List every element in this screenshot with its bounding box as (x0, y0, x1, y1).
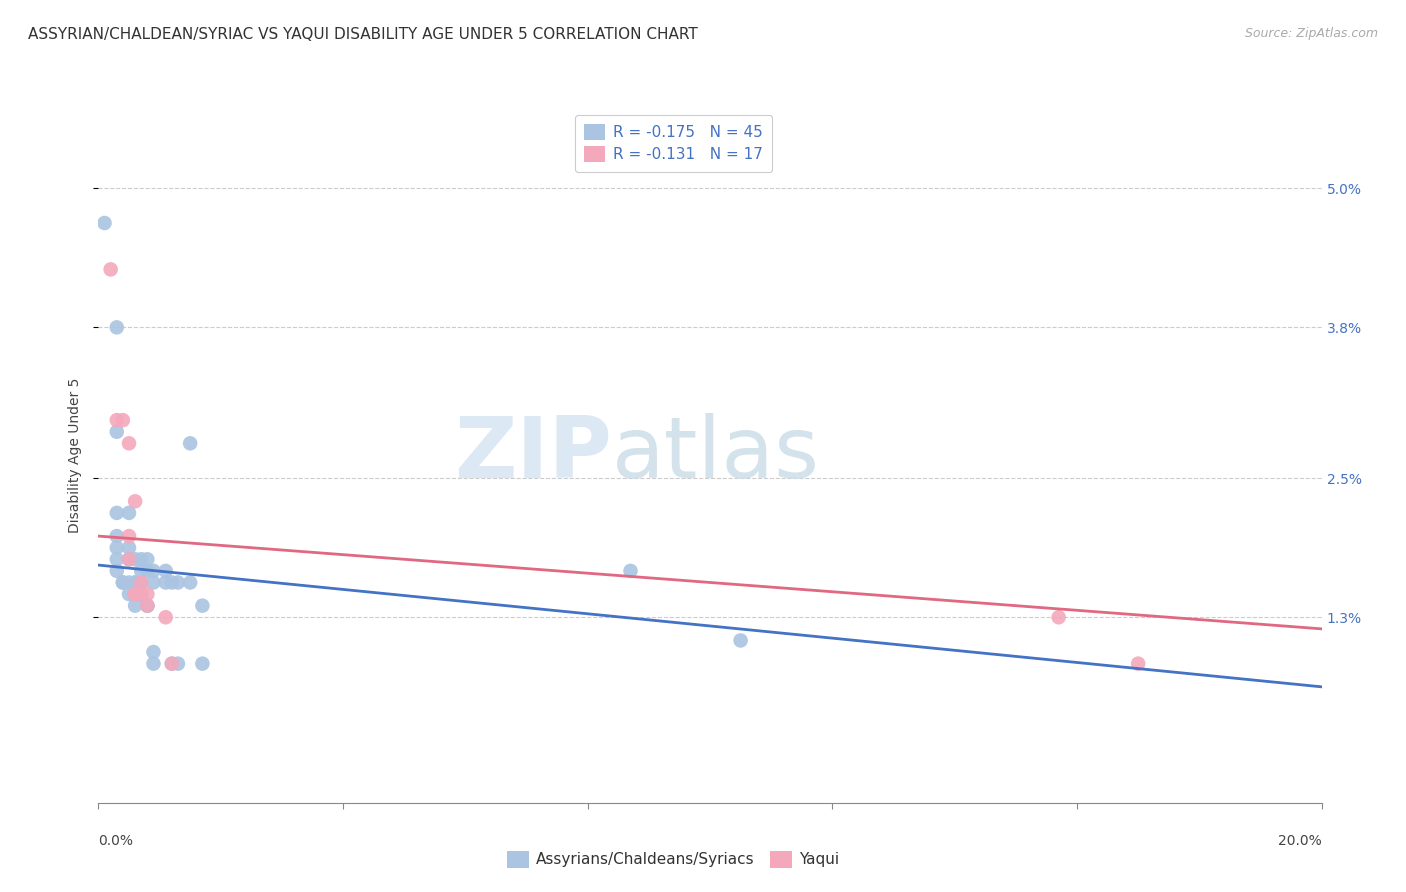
Point (118, 552, 141, 566)
Point (129, 564, 152, 578)
Point (111, 413, 134, 427)
Point (160, 657, 183, 671)
Text: 20.0%: 20.0% (1278, 834, 1322, 848)
Point (129, 575, 152, 590)
Point (124, 575, 146, 590)
Point (118, 529, 141, 543)
Text: atlas: atlas (612, 413, 820, 497)
Point (129, 575, 152, 590)
Point (155, 575, 177, 590)
Text: Source: ZipAtlas.com: Source: ZipAtlas.com (1244, 27, 1378, 40)
Point (118, 587, 141, 601)
Point (179, 436, 201, 450)
Point (105, 541, 128, 555)
Y-axis label: Disability Age Under 5: Disability Age Under 5 (69, 377, 83, 533)
Point (105, 564, 128, 578)
Point (118, 575, 141, 590)
Point (93, 216, 115, 230)
Point (142, 575, 165, 590)
Text: ASSYRIAN/CHALDEAN/SYRIAC VS YAQUI DISABILITY AGE UNDER 5 CORRELATION CHART: ASSYRIAN/CHALDEAN/SYRIAC VS YAQUI DISABI… (28, 27, 697, 42)
Point (160, 657, 183, 671)
Point (118, 541, 141, 555)
Point (136, 552, 159, 566)
Text: 0.0%: 0.0% (98, 834, 134, 848)
Point (118, 552, 141, 566)
Point (730, 633, 752, 648)
Point (619, 564, 641, 578)
Point (142, 564, 165, 578)
Point (1128, 657, 1150, 671)
Point (100, 262, 122, 277)
Point (124, 587, 146, 601)
Point (124, 494, 146, 508)
Point (105, 529, 128, 543)
Point (124, 575, 146, 590)
Point (160, 575, 183, 590)
Point (142, 657, 165, 671)
Point (191, 657, 214, 671)
Point (111, 575, 134, 590)
Point (124, 599, 146, 613)
Point (105, 413, 128, 427)
Point (167, 575, 190, 590)
Legend: Assyrians/Chaldeans/Syriacs, Yaqui: Assyrians/Chaldeans/Syriacs, Yaqui (499, 843, 846, 875)
Point (1047, 610, 1070, 624)
Point (129, 587, 152, 601)
Point (136, 599, 159, 613)
Point (124, 552, 146, 566)
Point (142, 645, 165, 659)
Point (167, 657, 190, 671)
Point (124, 587, 146, 601)
Point (105, 506, 128, 520)
Point (129, 552, 152, 566)
Point (136, 587, 159, 601)
Point (179, 575, 201, 590)
Point (105, 320, 128, 334)
Point (124, 587, 146, 601)
Point (124, 587, 146, 601)
Point (129, 587, 152, 601)
Point (136, 599, 159, 613)
Text: ZIP: ZIP (454, 413, 612, 497)
Point (191, 599, 214, 613)
Point (136, 599, 159, 613)
Point (118, 436, 141, 450)
Point (136, 564, 159, 578)
Point (155, 610, 177, 624)
Point (155, 564, 177, 578)
Point (105, 425, 128, 439)
Point (111, 575, 134, 590)
Point (118, 506, 141, 520)
Point (105, 552, 128, 566)
